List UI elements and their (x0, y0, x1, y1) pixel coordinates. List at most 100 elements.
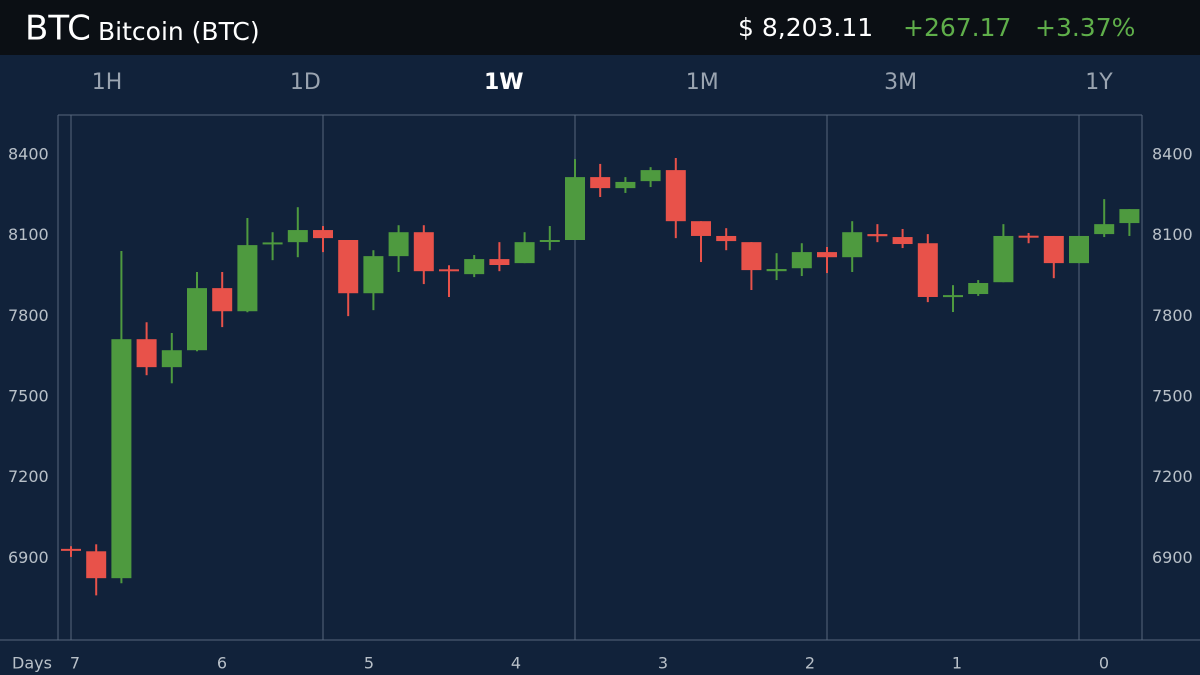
candle (388, 225, 409, 272)
candle-body (489, 259, 510, 265)
range-tab[interactable]: 1D (290, 70, 321, 95)
x-tick-label: 5 (364, 654, 374, 673)
plot: 6900 6900 7200 7200 7500 7500 7800 7800 8100 8100… (0, 114, 1200, 673)
candle-body (665, 170, 686, 222)
candle (766, 253, 787, 281)
candle-body (691, 221, 711, 236)
candle-body (892, 237, 913, 245)
candle-body (338, 240, 359, 294)
candle (842, 221, 863, 272)
range-tab[interactable]: 1M (686, 70, 719, 95)
candle-body (363, 256, 384, 294)
candle-body (1119, 209, 1140, 224)
candle (237, 217, 258, 313)
candle-body (262, 242, 283, 245)
x-tick-label: 7 (70, 654, 80, 673)
y-tick-label-right: 7800 (1152, 306, 1193, 325)
candle-body (86, 551, 107, 579)
candle-body (867, 234, 888, 237)
candle (665, 158, 686, 239)
candle-body (237, 245, 258, 312)
x-tick-label: 1 (952, 654, 962, 673)
candle-body (993, 235, 1014, 283)
candle (791, 243, 812, 277)
candle (464, 255, 485, 278)
candle-body (161, 350, 182, 368)
candle (187, 271, 207, 352)
candle (691, 221, 711, 263)
range-tab[interactable]: 1H (92, 70, 123, 95)
candle-body (1043, 235, 1064, 264)
candle-body (1069, 235, 1089, 264)
candle-body (741, 242, 762, 271)
y-tick-label-right: 7500 (1152, 386, 1193, 405)
candle (993, 224, 1014, 283)
candle-body (791, 252, 812, 269)
candle (514, 232, 535, 264)
y-tick-label: 7200 (8, 467, 49, 486)
candle (917, 234, 938, 303)
candle (1094, 199, 1115, 238)
candle (363, 250, 384, 311)
y-tick-label: 8400 (8, 145, 49, 164)
candle-body (1094, 224, 1115, 235)
y-tick-label-right: 8100 (1152, 225, 1193, 244)
candle (338, 240, 359, 317)
candle-body (136, 339, 157, 368)
y-tick-label-right: 6900 (1152, 548, 1193, 567)
candle (615, 177, 636, 193)
candle-body (917, 243, 938, 297)
y-tick-label: 6900 (8, 548, 49, 567)
candle (590, 163, 611, 197)
candle (161, 333, 182, 384)
candle (1018, 233, 1039, 244)
price-change: +267.17 (903, 13, 1011, 42)
symbol: BTC (25, 9, 91, 49)
candle-body (716, 235, 737, 242)
candle (1069, 235, 1089, 264)
candle (539, 226, 560, 251)
y-tick-label: 8100 (8, 225, 49, 244)
candle-body (565, 177, 585, 240)
candle (212, 271, 233, 328)
candle (1043, 235, 1064, 279)
candle (111, 251, 132, 584)
candle-body (212, 288, 233, 312)
candle-body (313, 230, 333, 239)
candle-body (413, 232, 434, 272)
candle (892, 228, 913, 249)
candle-body (439, 269, 459, 272)
price: $ 8,203.11 (738, 13, 873, 42)
range-tabs: 1H 1D 1W 1M 3M 1Y (92, 70, 1114, 95)
x-tick-label: 4 (511, 654, 521, 673)
range-tab[interactable]: 3M (884, 70, 917, 95)
candle-body (943, 295, 963, 298)
candle (943, 285, 963, 313)
candle-body (766, 269, 787, 272)
candle (741, 242, 762, 290)
candle-body (514, 242, 535, 264)
candle (287, 207, 308, 258)
candle (640, 167, 661, 188)
candle-body (817, 252, 837, 258)
candle (313, 226, 333, 253)
range-tab[interactable]: 1Y (1085, 70, 1113, 95)
candle (86, 544, 107, 596)
candle (1119, 209, 1140, 236)
price-change-percent: +3.37% (1035, 13, 1135, 42)
x-axis-label: Days (12, 654, 52, 673)
candle-body (1018, 235, 1039, 238)
candle-body (968, 283, 989, 295)
asset-name: Bitcoin (BTC) (98, 17, 260, 46)
candle (262, 232, 283, 261)
header-bar (0, 0, 1200, 55)
candle (867, 224, 888, 243)
candle-body (615, 181, 636, 189)
candle-body (539, 240, 560, 242)
range-tab[interactable]: 1W (484, 70, 524, 95)
candle (136, 322, 157, 376)
candle-body (842, 232, 863, 258)
y-tick-label: 7500 (8, 386, 49, 405)
